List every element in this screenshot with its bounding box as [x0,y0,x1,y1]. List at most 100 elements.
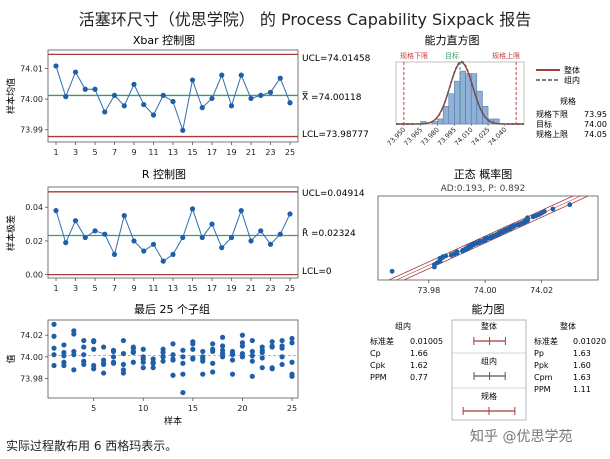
subgroup-point [110,348,117,355]
subgroup-point [100,370,107,376]
data-point [63,94,69,100]
subgroup-point [180,347,186,353]
data-point [53,207,59,214]
y-tick-label: 74.00 [20,353,43,362]
y-tick-label: 73.99 [20,126,43,135]
within-stat-value: 0.01005 [410,337,443,346]
data-point [287,211,293,217]
data-point [102,231,108,237]
data-point [219,72,225,78]
normal-prob-frame [377,195,599,281]
data-point [63,240,69,246]
subgroup-point [140,354,146,360]
subgroup-point [160,358,166,364]
x-tick-label: 23 [265,284,275,293]
subgroup-point [91,339,97,345]
subgroup-point [190,355,196,361]
watermark: 知乎 @优思学苑 [470,429,573,445]
overall-stat-label: PPM [534,385,551,394]
histogram-bar [448,93,455,125]
xbar-ucl-label: UCL=74.01458 [302,54,371,64]
within-stat-label: Cpk [370,361,386,370]
data-point [170,251,176,258]
data-point [258,92,264,98]
subgroup-point [130,344,136,350]
subgroup-point [71,331,77,337]
subgroup-point [210,360,216,366]
data-point [199,234,205,241]
data-point [160,92,166,98]
subgroup-point [239,350,246,357]
histogram-title: 能力直方图 [425,33,480,47]
normal-prob-subtitle: AD:0.193, P: 0.892 [441,184,526,194]
subgroup-point [51,321,57,327]
x-tick-label: 3 [73,148,78,157]
data-point [209,95,215,102]
overall-stats: 整体 标准差 0.01020 Pp 1.63 Ppk 1.60 Cpm 1.63… [534,321,606,394]
r-title: R 控制图 [142,167,186,181]
data-point [267,89,274,95]
subgroup-point [249,358,255,364]
r-lcl-label: LCL=0 [302,267,332,277]
series-line [55,65,291,133]
xbar-ylabel: 样本均值 [5,78,17,114]
data-point [131,81,137,87]
within-stat-label: PPM [370,373,387,382]
overall-stat-label: Pp [534,349,544,358]
subgroup-point [91,346,97,352]
subgroup-point [210,346,216,352]
data-point [238,207,244,214]
subgroup-point [229,348,236,355]
subgroup-point [140,359,146,365]
subgroup-point [120,367,127,373]
data-point [150,112,157,118]
data-point [82,86,88,92]
x-tick-label: 15 [188,404,198,413]
subgroup-point [219,354,226,360]
subgroup-point [239,332,246,338]
overall-stat-value: 0.01020 [573,337,606,346]
capability-plot: 能力图 整体 组内 规格 [451,302,527,421]
data-point [267,241,274,247]
subgroup-point [61,362,67,369]
x-tick-label: 74.00 [474,286,497,295]
r-center-symbol: R̄ [302,227,308,239]
subgroup-point [219,343,226,349]
subgroup-point [190,339,196,345]
y-tick-label: 74.02 [20,331,43,340]
x-tick-label: 20 [237,404,247,413]
data-point [258,228,264,234]
legend-row-label: 目标 [536,119,552,129]
x-tick-label: 3 [73,284,78,293]
usl-label: 规格上限 [492,51,520,60]
target-label: 目标 [445,51,459,60]
subgroup-point [190,346,196,352]
subgroup-point [219,334,226,340]
subgroup-point [249,348,255,355]
within-curve [395,60,525,125]
xbar-title: Xbar 控制图 [133,33,195,47]
y-tick-label: 0.02 [25,237,43,246]
prob-point [454,249,460,255]
x-tick-label: 19 [226,284,236,293]
x-tick-label: 13 [168,284,178,293]
data-point [189,206,196,212]
within-stat-label: Cp [370,349,381,358]
subgroup-point [249,373,255,379]
data-point [287,100,293,106]
subgroup-point [289,359,295,365]
subgroup-point [200,371,206,377]
data-point [82,234,88,241]
data-point [277,231,283,237]
histogram-legend: 整体 组内 规格 规格下限 73.95 目标 74.00 规格上限 74.05 [536,65,607,139]
r-ucl-label: UCL=0.04914 [302,189,365,199]
subgroup-point [279,337,285,344]
subgroup-point [150,359,156,365]
overall-stat-value: 1.63 [573,349,591,358]
x-tick-label: 11 [148,284,158,293]
ci-lower-line [388,195,574,281]
data-point [189,77,196,83]
x-tick-label: 21 [246,148,256,157]
